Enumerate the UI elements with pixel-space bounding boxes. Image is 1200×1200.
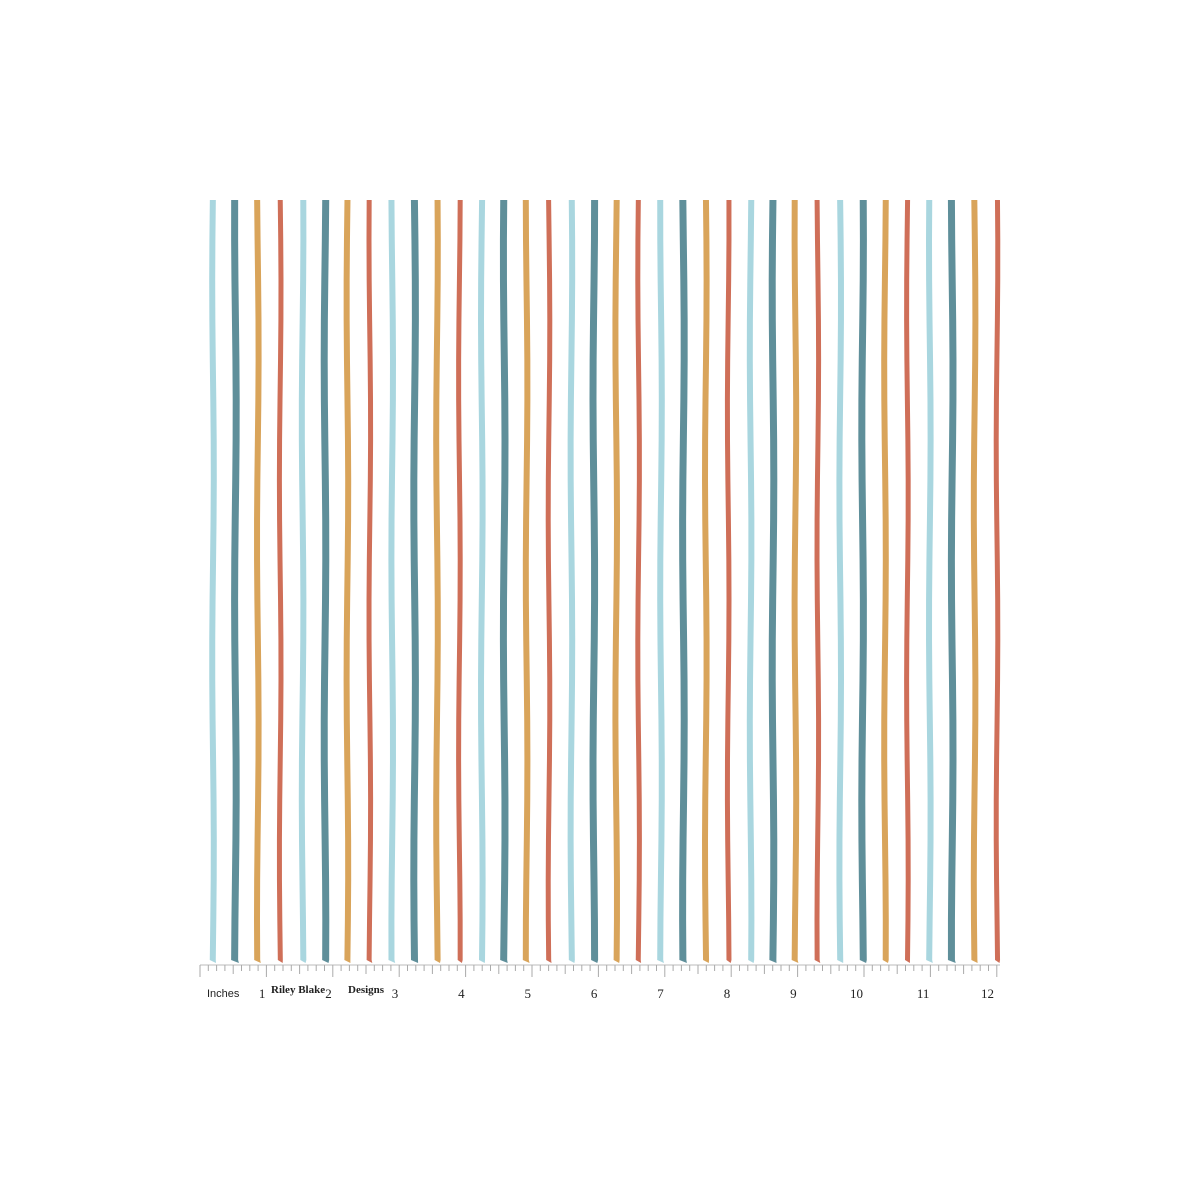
stripe — [231, 200, 240, 963]
ruler-number: 2 — [325, 986, 332, 1001]
ruler-unit: Inches — [207, 988, 240, 1000]
stripe — [791, 200, 800, 963]
stripe — [545, 200, 553, 963]
stripe — [388, 200, 396, 963]
stripe — [814, 200, 822, 963]
ruler-number: 11 — [917, 986, 930, 1001]
ruler-number: 9 — [790, 986, 797, 1001]
stripe — [567, 200, 576, 963]
stripe — [433, 200, 441, 963]
stripe — [724, 200, 732, 963]
ruler-number: 8 — [724, 986, 731, 1001]
ruler-number: 1 — [259, 986, 266, 1001]
ruler-number: 5 — [525, 986, 532, 1001]
stripe — [947, 200, 957, 963]
ruler: Inches Riley Blake Designs 1 2 3 4 5 6 7 8 9 10 11… — [199, 963, 1000, 1001]
stripe — [276, 200, 284, 963]
stripe — [612, 200, 620, 963]
stripe — [456, 200, 463, 963]
stripe — [858, 200, 867, 963]
stripe — [320, 200, 330, 963]
ruler-number: 6 — [591, 986, 598, 1001]
stripe — [904, 200, 911, 963]
ruler-body — [200, 963, 1000, 1000]
stripe — [410, 200, 419, 963]
stripe — [366, 200, 374, 963]
stripe — [589, 200, 599, 963]
stripes — [209, 200, 1001, 963]
stripe — [881, 200, 889, 963]
ruler-number: 12 — [981, 986, 994, 1001]
stripe — [970, 200, 979, 963]
stripe — [343, 200, 352, 963]
ruler-number: 3 — [392, 986, 399, 1001]
stripe — [254, 200, 262, 963]
brand-name: Riley Blake — [271, 984, 325, 996]
stripe — [499, 200, 509, 963]
brand-name: Designs — [348, 984, 385, 996]
stripe — [635, 200, 642, 963]
stripe — [702, 200, 710, 963]
ruler-number: 7 — [657, 986, 664, 1001]
ruler-number: 10 — [850, 986, 863, 1001]
stripe — [679, 200, 688, 963]
stripe — [993, 200, 1001, 963]
stripe — [478, 200, 486, 963]
stripe — [768, 200, 778, 963]
stripe — [522, 200, 531, 963]
stripe — [746, 200, 755, 963]
stripe — [836, 200, 844, 963]
stripe — [298, 200, 307, 963]
ruler-number: 4 — [458, 986, 465, 1001]
stripe — [926, 200, 934, 963]
stripe — [657, 200, 665, 963]
stripe — [209, 200, 217, 963]
